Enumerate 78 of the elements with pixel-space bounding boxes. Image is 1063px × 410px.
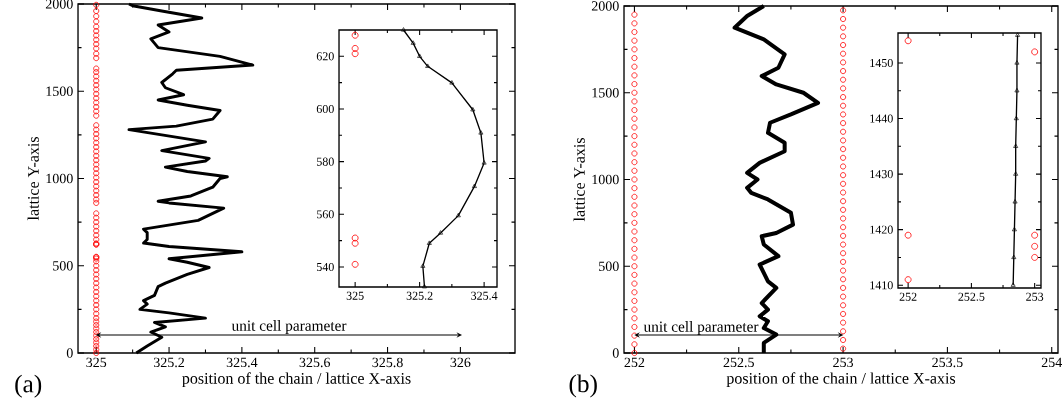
text: (a) [15,374,42,398]
y-tick-label: 0 [612,348,619,358]
y-axis-title: lattice Y-axis [573,138,585,222]
point [351,239,359,247]
x-tick-label: 325 [86,357,107,368]
x-tick-label: 252 [899,292,917,301]
y-tick-label: 1440 [870,114,893,123]
y-tick-label: 1000 [46,173,73,184]
x-axis-title: position of the chain / lattice X-axis [726,372,956,387]
x-tick-label: 254 [1041,357,1063,368]
y-tick-label: 1500 [46,86,73,96]
annotation: unit cell parameter [231,320,347,334]
point [472,183,477,188]
text: (b) [569,374,597,398]
point [351,50,359,58]
point [351,31,359,39]
x-tick-label: 325 [346,291,364,300]
annotation: unit cell parameter [643,321,759,335]
y-tick-label: 1430 [870,170,893,179]
x-tick-label: 325.4 [471,291,498,300]
y-tick-label: 1420 [870,225,893,234]
x-tick-label: 253 [833,357,854,368]
point [351,45,359,52]
point [904,276,912,284]
point [1013,143,1019,148]
y-tick-label: 620 [316,52,334,61]
point [1012,199,1018,204]
y-tick-label: 500 [53,261,73,271]
x-axis-title: position of the chain / lattice X-axis [182,372,411,388]
y-tick-label: 600 [316,104,334,114]
point [1031,48,1039,56]
point [351,234,359,242]
x-tick-label: 253 [1026,292,1044,301]
y-tick-label: 2000 [591,1,619,11]
point [1031,254,1039,261]
x-tick-label: 325.6 [299,357,331,368]
point [1013,171,1019,176]
y-tick-label: 0 [66,348,73,358]
point [904,231,912,239]
point [438,230,443,235]
point [417,53,423,58]
point [449,80,455,85]
point [1014,60,1020,65]
y-tick-label: 2000 [45,0,73,9]
point [1011,254,1017,259]
y-tick-label: 500 [599,261,619,271]
point [351,260,359,268]
x-tick-label: 253.5 [932,357,963,368]
point [1031,242,1039,250]
point [1012,226,1017,232]
x-tick-label: 252 [624,357,645,368]
point [455,212,461,218]
x-tick-label: 252.5 [723,357,754,368]
point [426,240,432,245]
point [1031,231,1039,239]
point [420,263,426,268]
y-tick-label: 1000 [592,174,619,185]
y-axis-title: lattice Y-axis [27,137,39,221]
point [481,160,487,165]
y-tick-label: 540 [316,262,334,272]
y-tick-label: 1410 [870,281,893,290]
x-tick-label: 325.8 [372,357,403,368]
x-tick-label: 252.5 [958,292,985,301]
point [1014,88,1020,93]
y-tick-label: 1450 [870,58,893,68]
y-tick-label: 580 [316,157,334,166]
y-tick-label: 560 [316,210,334,219]
x-tick-label: 325.4 [226,357,258,368]
point [904,37,912,45]
point [410,40,416,45]
point [1013,115,1019,121]
point [470,107,476,112]
point [478,130,484,135]
x-tick-label: 325.2 [406,291,433,300]
y-tick-label: 1500 [592,88,619,98]
point [425,63,431,68]
x-tick-label: 326 [450,357,471,368]
x-tick-label: 325.2 [153,357,185,368]
